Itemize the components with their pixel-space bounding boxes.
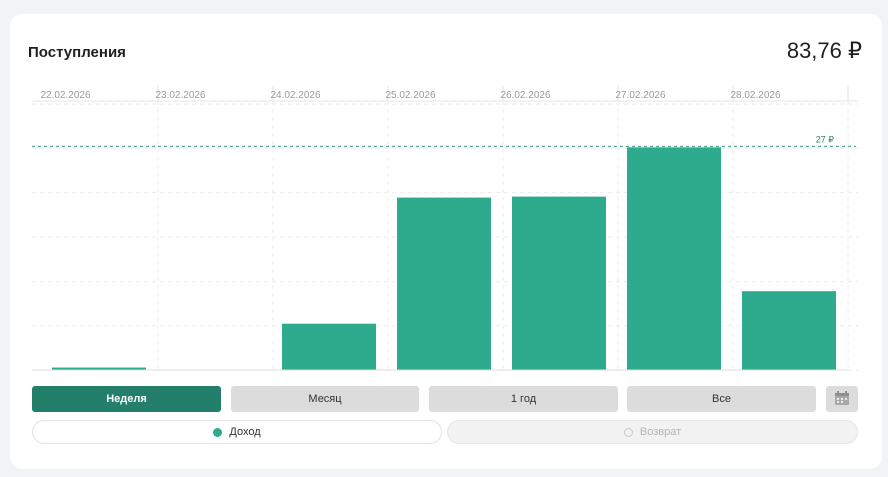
card-title: Поступления [28,44,126,61]
x-tick-label: 26.02.2026 [500,90,550,101]
x-tick-label: 23.02.2026 [155,90,205,101]
period-year-button[interactable]: 1 год [429,386,618,412]
period-all-button[interactable]: Все [627,386,816,412]
bar [52,367,146,370]
bar [742,291,836,370]
legend-income-toggle[interactable]: Доход [32,420,442,444]
income-card: Поступления 83,76 ₽ 22.02.2026 23.02.2026… [10,14,882,469]
period-week-button[interactable]: Неделя [32,386,221,412]
x-tick-label: 24.02.2026 [270,90,320,101]
x-tick-label: 28.02.2026 [730,90,780,101]
bar [397,197,491,370]
calendar-button[interactable] [826,386,858,412]
period-selector: Неделя Месяц 1 год Все [32,386,858,412]
total-amount: 83,76 ₽ [786,38,862,63]
x-tick-label: 25.02.2026 [385,90,435,101]
legend-refund-label: Возврат [639,426,682,438]
income-bar-chart: 22.02.2026 23.02.2026 24.02.2026 25.02.2026… [32,86,858,371]
bar [512,196,606,370]
legend-refund-dot [623,427,633,437]
legend-income-dot [213,427,223,437]
calendar-icon [835,391,849,405]
legend-refund-toggle[interactable]: Возврат [447,420,858,444]
x-tick-label: 22.02.2026 [40,90,90,101]
bar [627,147,721,370]
bar [282,323,376,370]
legend-income-label: Доход [229,426,261,438]
period-month-button[interactable]: Месяц [231,386,419,412]
x-tick-label: 27.02.2026 [615,90,665,101]
reference-label: 27 ₽ [816,134,835,144]
